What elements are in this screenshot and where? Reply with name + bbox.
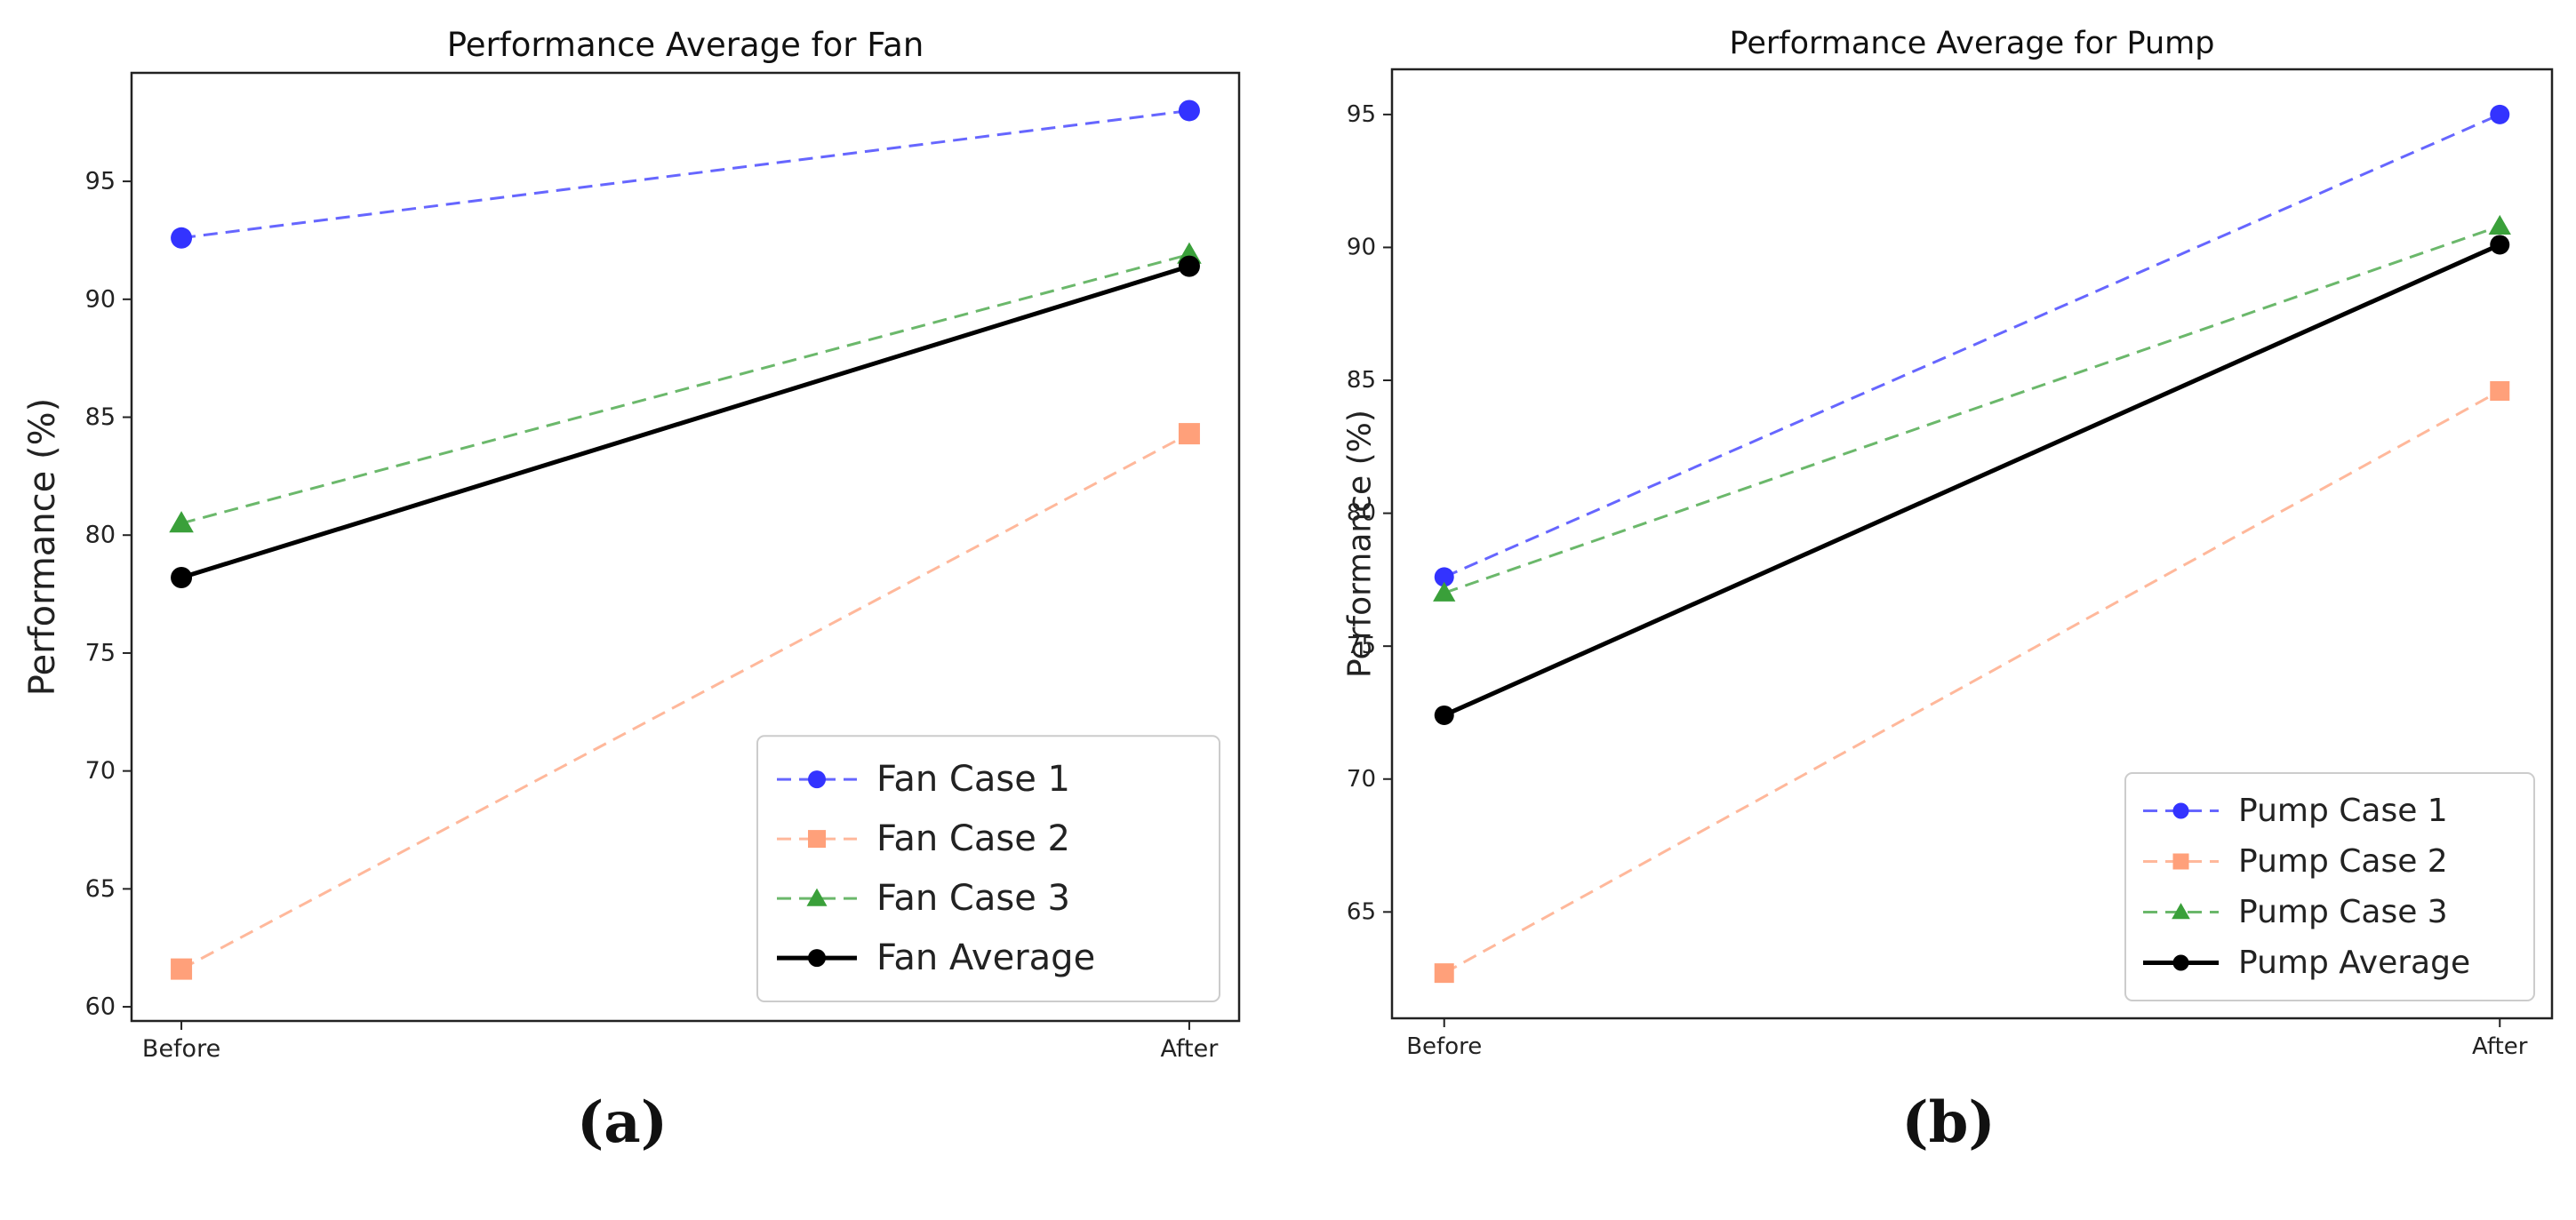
chart-title: Performance Average for Fan bbox=[447, 26, 924, 64]
series-fan-case-1 bbox=[171, 100, 1200, 249]
panel-caption: (b) bbox=[1901, 1089, 1995, 1156]
plot-area-frame bbox=[130, 71, 1241, 1023]
data-point-pump-case-3 bbox=[2488, 214, 2511, 235]
data-point-pump-case-2 bbox=[1434, 963, 1454, 984]
data-point-pump-case-1 bbox=[1434, 567, 1454, 587]
y-tick-label: 75 bbox=[1347, 633, 1376, 659]
legend: Fan Case 1 Fan Case 2 Fan Case 3 Fan Averag… bbox=[756, 735, 1220, 1002]
series-line-fan-average bbox=[180, 264, 1190, 580]
y-axis-label: Performance (%) bbox=[22, 398, 63, 696]
legend-label-fan-case-1: Fan Case 1 bbox=[876, 759, 1070, 800]
legend-marker-fan-case-1 bbox=[808, 770, 826, 789]
series-fan-case-3 bbox=[169, 242, 1202, 533]
legend-marker-pump-case-1 bbox=[2172, 802, 2189, 819]
legend-label-fan-case-3: Fan Case 3 bbox=[876, 878, 1070, 919]
y-tick-label: 90 bbox=[1347, 234, 1376, 260]
legend-marker-fan-case-2 bbox=[808, 830, 826, 849]
series-pump-average bbox=[1434, 235, 2510, 725]
chart-title: Performance Average for Pump bbox=[1729, 26, 2214, 61]
data-point-pump-case-3 bbox=[1433, 581, 1456, 602]
data-point-fan-case-1 bbox=[171, 227, 193, 249]
legend-marker-fan-average bbox=[808, 949, 826, 968]
legend-label-pump-average: Pump Average bbox=[2238, 945, 2470, 981]
data-point-pump-average bbox=[1434, 705, 1454, 725]
y-tick-label: 70 bbox=[85, 757, 116, 785]
series-fan-average bbox=[171, 255, 1200, 589]
series-line-pump-case-2 bbox=[1444, 389, 2500, 975]
y-tick-label: 65 bbox=[85, 875, 116, 903]
x-tick-label: Before bbox=[142, 1035, 220, 1063]
series-line-fan-case-2 bbox=[180, 432, 1190, 970]
data-point-fan-case-3 bbox=[169, 511, 194, 533]
y-tick-label: 80 bbox=[85, 522, 116, 549]
data-point-fan-case-2 bbox=[171, 958, 193, 980]
data-point-pump-case-2 bbox=[2490, 380, 2510, 401]
y-tick-label: 70 bbox=[1347, 766, 1376, 793]
y-tick-label: 95 bbox=[85, 168, 116, 195]
x-tick-label: After bbox=[1161, 1035, 1220, 1063]
y-tick-label: 65 bbox=[1347, 898, 1376, 925]
series-pump-case-1 bbox=[1434, 104, 2510, 587]
data-point-fan-case-1 bbox=[1178, 100, 1200, 122]
data-point-fan-case-2 bbox=[1178, 423, 1200, 445]
legend-box bbox=[2124, 772, 2535, 1001]
data-point-fan-average bbox=[1178, 255, 1200, 277]
data-point-pump-case-1 bbox=[2490, 104, 2510, 124]
y-axis-label: Performance (%) bbox=[1342, 410, 1379, 678]
legend-marker-pump-case-3 bbox=[2172, 903, 2190, 920]
panel-caption: (a) bbox=[577, 1089, 668, 1156]
legend-marker-pump-case-2 bbox=[2172, 853, 2189, 870]
series-pump-case-2 bbox=[1434, 380, 2510, 984]
legend: Pump Case 1 Pump Case 2 Pump Case 3 Pump Av… bbox=[2124, 772, 2535, 1001]
legend-label-pump-case-2: Pump Case 2 bbox=[2238, 843, 2448, 880]
y-tick-label: 75 bbox=[85, 639, 116, 666]
x-tick-label: After bbox=[2472, 1033, 2528, 1060]
legend-label-pump-case-1: Pump Case 1 bbox=[2238, 793, 2448, 829]
x-tick-label: Before bbox=[1406, 1033, 1482, 1060]
legend-label-fan-average: Fan Average bbox=[876, 937, 1095, 978]
y-tick-label: 90 bbox=[85, 285, 116, 313]
y-tick-label: 95 bbox=[1347, 101, 1376, 128]
data-point-fan-average bbox=[171, 567, 193, 589]
series-line-fan-case-3 bbox=[180, 252, 1190, 525]
legend-marker-pump-average bbox=[2172, 954, 2189, 971]
series-line-pump-average bbox=[1443, 243, 2501, 718]
y-tick-label: 80 bbox=[1347, 500, 1376, 527]
chart-panel-2: Performance Average for Pump 65 70 75 80 85 90… bbox=[1342, 26, 2554, 1156]
legend-box bbox=[756, 735, 1220, 1002]
series-fan-case-2 bbox=[171, 423, 1200, 980]
series-line-fan-case-1 bbox=[180, 108, 1190, 240]
legend-label-pump-case-3: Pump Case 3 bbox=[2238, 894, 2448, 930]
series-line-pump-case-1 bbox=[1444, 113, 2500, 578]
chart-panel-1: Performance Average for Fan 60 65 70 75 80 85 9… bbox=[22, 26, 1241, 1156]
y-tick-label: 85 bbox=[85, 403, 116, 431]
plot-area-frame bbox=[1390, 68, 2554, 1020]
y-tick-label: 60 bbox=[85, 993, 116, 1021]
data-point-pump-average bbox=[2490, 235, 2510, 255]
legend-label-fan-case-2: Fan Case 2 bbox=[876, 818, 1070, 859]
series-line-pump-case-3 bbox=[1444, 225, 2500, 594]
legend-marker-fan-case-3 bbox=[806, 888, 828, 906]
series-pump-case-3 bbox=[1433, 214, 2511, 602]
y-tick-label: 85 bbox=[1347, 367, 1376, 394]
